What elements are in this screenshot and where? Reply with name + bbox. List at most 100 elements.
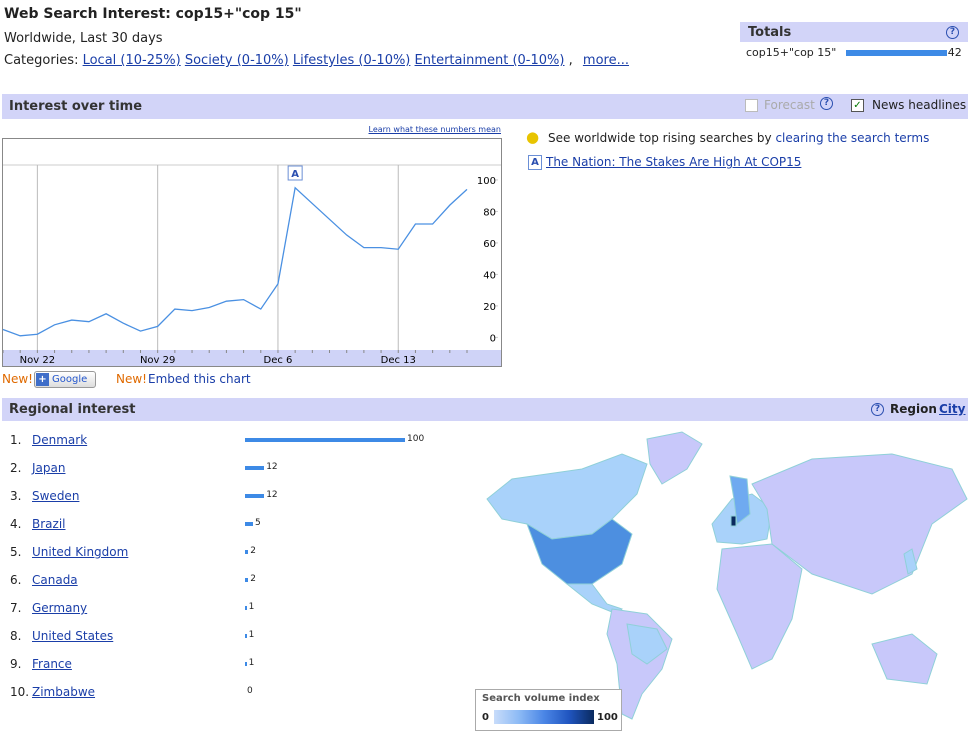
region-link[interactable]: United Kingdom <box>32 545 129 559</box>
annotation-label: A <box>291 169 299 180</box>
news-checkbox[interactable]: ✓ <box>851 99 864 112</box>
headline-link[interactable]: The Nation: The Stakes Are High At COP15 <box>546 155 802 169</box>
categories-label: Categories: <box>4 53 79 68</box>
region-value: 1 <box>248 602 255 612</box>
google-button[interactable]: + Google <box>34 371 96 388</box>
category-link[interactable]: Local (10-25%) <box>82 53 181 68</box>
rank: 1. <box>10 433 22 447</box>
region-bar <box>245 438 405 442</box>
forecast-checkbox[interactable] <box>745 99 758 112</box>
region-bar <box>245 634 247 638</box>
region-link[interactable]: Zimbabwe <box>32 685 96 699</box>
new-label: New! <box>116 372 147 386</box>
region-link[interactable]: Denmark <box>32 433 88 447</box>
y-tick-label: 20 <box>483 302 496 313</box>
forecast-label: Forecast <box>764 98 815 112</box>
y-tick-label: 40 <box>483 270 496 281</box>
region-link[interactable]: Sweden <box>32 489 80 503</box>
x-tick-label: Dec 6 <box>264 355 293 366</box>
region-link[interactable]: United States <box>32 629 114 643</box>
region-value: 12 <box>266 490 278 500</box>
interest-title: Interest over time <box>9 99 143 114</box>
totals-header <box>740 22 968 42</box>
australia <box>871 633 938 685</box>
regional-header <box>2 398 968 421</box>
legend-max: 100 <box>597 712 618 723</box>
learn-link[interactable]: Learn what these numbers mean <box>368 125 501 134</box>
city-tab[interactable]: City <box>939 402 966 416</box>
title: Web Search Interest: cop15+"cop 15" <box>4 6 302 22</box>
x-axis-band <box>3 350 501 366</box>
mexico <box>565 583 623 615</box>
series-line <box>2 186 468 337</box>
region-link[interactable]: Japan <box>32 461 66 475</box>
region-link[interactable]: Canada <box>32 573 78 587</box>
region-value: 1 <box>248 630 255 640</box>
region-bar <box>245 522 253 526</box>
help-icon[interactable]: ? <box>871 403 884 416</box>
y-tick-label: 80 <box>483 207 496 218</box>
x-tick-label: Nov 22 <box>20 355 55 366</box>
headline-marker: A <box>528 155 542 170</box>
subtitle: Worldwide, Last 30 days <box>4 31 163 46</box>
rising-text: See worldwide top rising searches by cle… <box>548 131 929 145</box>
region-tab[interactable]: Region <box>890 402 937 416</box>
region-bar <box>245 550 249 554</box>
help-icon[interactable]: ? <box>946 26 959 39</box>
rank: 4. <box>10 517 22 531</box>
region-bar <box>245 578 249 582</box>
region-value: 2 <box>250 546 256 556</box>
help-icon[interactable]: ? <box>820 97 833 110</box>
y-tick-label: 0 <box>490 333 496 344</box>
region-value: 100 <box>407 434 425 444</box>
totals-label: cop15+"cop 15" <box>746 46 837 59</box>
interest-header <box>2 94 968 119</box>
x-tick-label: Nov 29 <box>140 355 175 366</box>
annotation-box <box>287 165 303 181</box>
region-value: 5 <box>255 518 261 528</box>
totals-bar <box>846 50 947 56</box>
new-label: New! <box>2 372 33 386</box>
category-link[interactable]: Society (0-10%) <box>184 53 289 68</box>
region-link[interactable]: Brazil <box>32 517 66 531</box>
x-tick-label: Dec 13 <box>381 355 416 366</box>
totals-value: 42 <box>947 46 962 59</box>
region-value: 0 <box>247 686 253 696</box>
embed-link[interactable]: Embed this chart <box>148 372 251 386</box>
region-bar <box>245 494 265 498</box>
y-tick-label: 60 <box>483 239 496 250</box>
line-chart: Nov 22 Nov 29 Dec 6 Dec 13 0 20 40 60 80 100 A <box>2 138 502 367</box>
world-map <box>486 431 968 720</box>
rising-link[interactable]: clearing the search terms <box>775 131 930 145</box>
rank: 8. <box>10 629 22 643</box>
category-link[interactable]: Lifestyles (0-10%) <box>292 53 411 68</box>
google-button-label: Google <box>52 374 88 385</box>
news-label: News headlines <box>872 98 967 112</box>
sweden <box>729 475 751 525</box>
rank: 3. <box>10 489 22 503</box>
greenland <box>646 431 703 485</box>
bulb-icon: ● <box>526 128 540 146</box>
region-value: 2 <box>250 574 256 584</box>
rank: 5. <box>10 545 22 559</box>
usa <box>526 518 633 585</box>
rank: 9. <box>10 657 22 671</box>
rank: 10. <box>10 685 30 699</box>
region-bar <box>245 606 247 610</box>
more-link[interactable]: more... <box>582 53 629 68</box>
region-value: 1 <box>248 658 255 668</box>
plot-frame <box>2 138 502 367</box>
region-bar <box>245 466 265 470</box>
category-link[interactable]: Entertainment (0-10%) <box>414 53 565 68</box>
rank: 2. <box>10 461 22 475</box>
separator: , <box>568 53 573 68</box>
regional-title: Regional interest <box>9 402 136 417</box>
legend-scale <box>494 710 594 724</box>
legend-title: Search volume index <box>482 693 600 704</box>
region-link[interactable]: France <box>32 657 72 671</box>
categories: Categories: Local (10-25%) Society (0-10… <box>4 53 629 68</box>
rank: 7. <box>10 601 22 615</box>
legend-min: 0 <box>482 712 489 723</box>
region-link[interactable]: Germany <box>32 601 88 615</box>
